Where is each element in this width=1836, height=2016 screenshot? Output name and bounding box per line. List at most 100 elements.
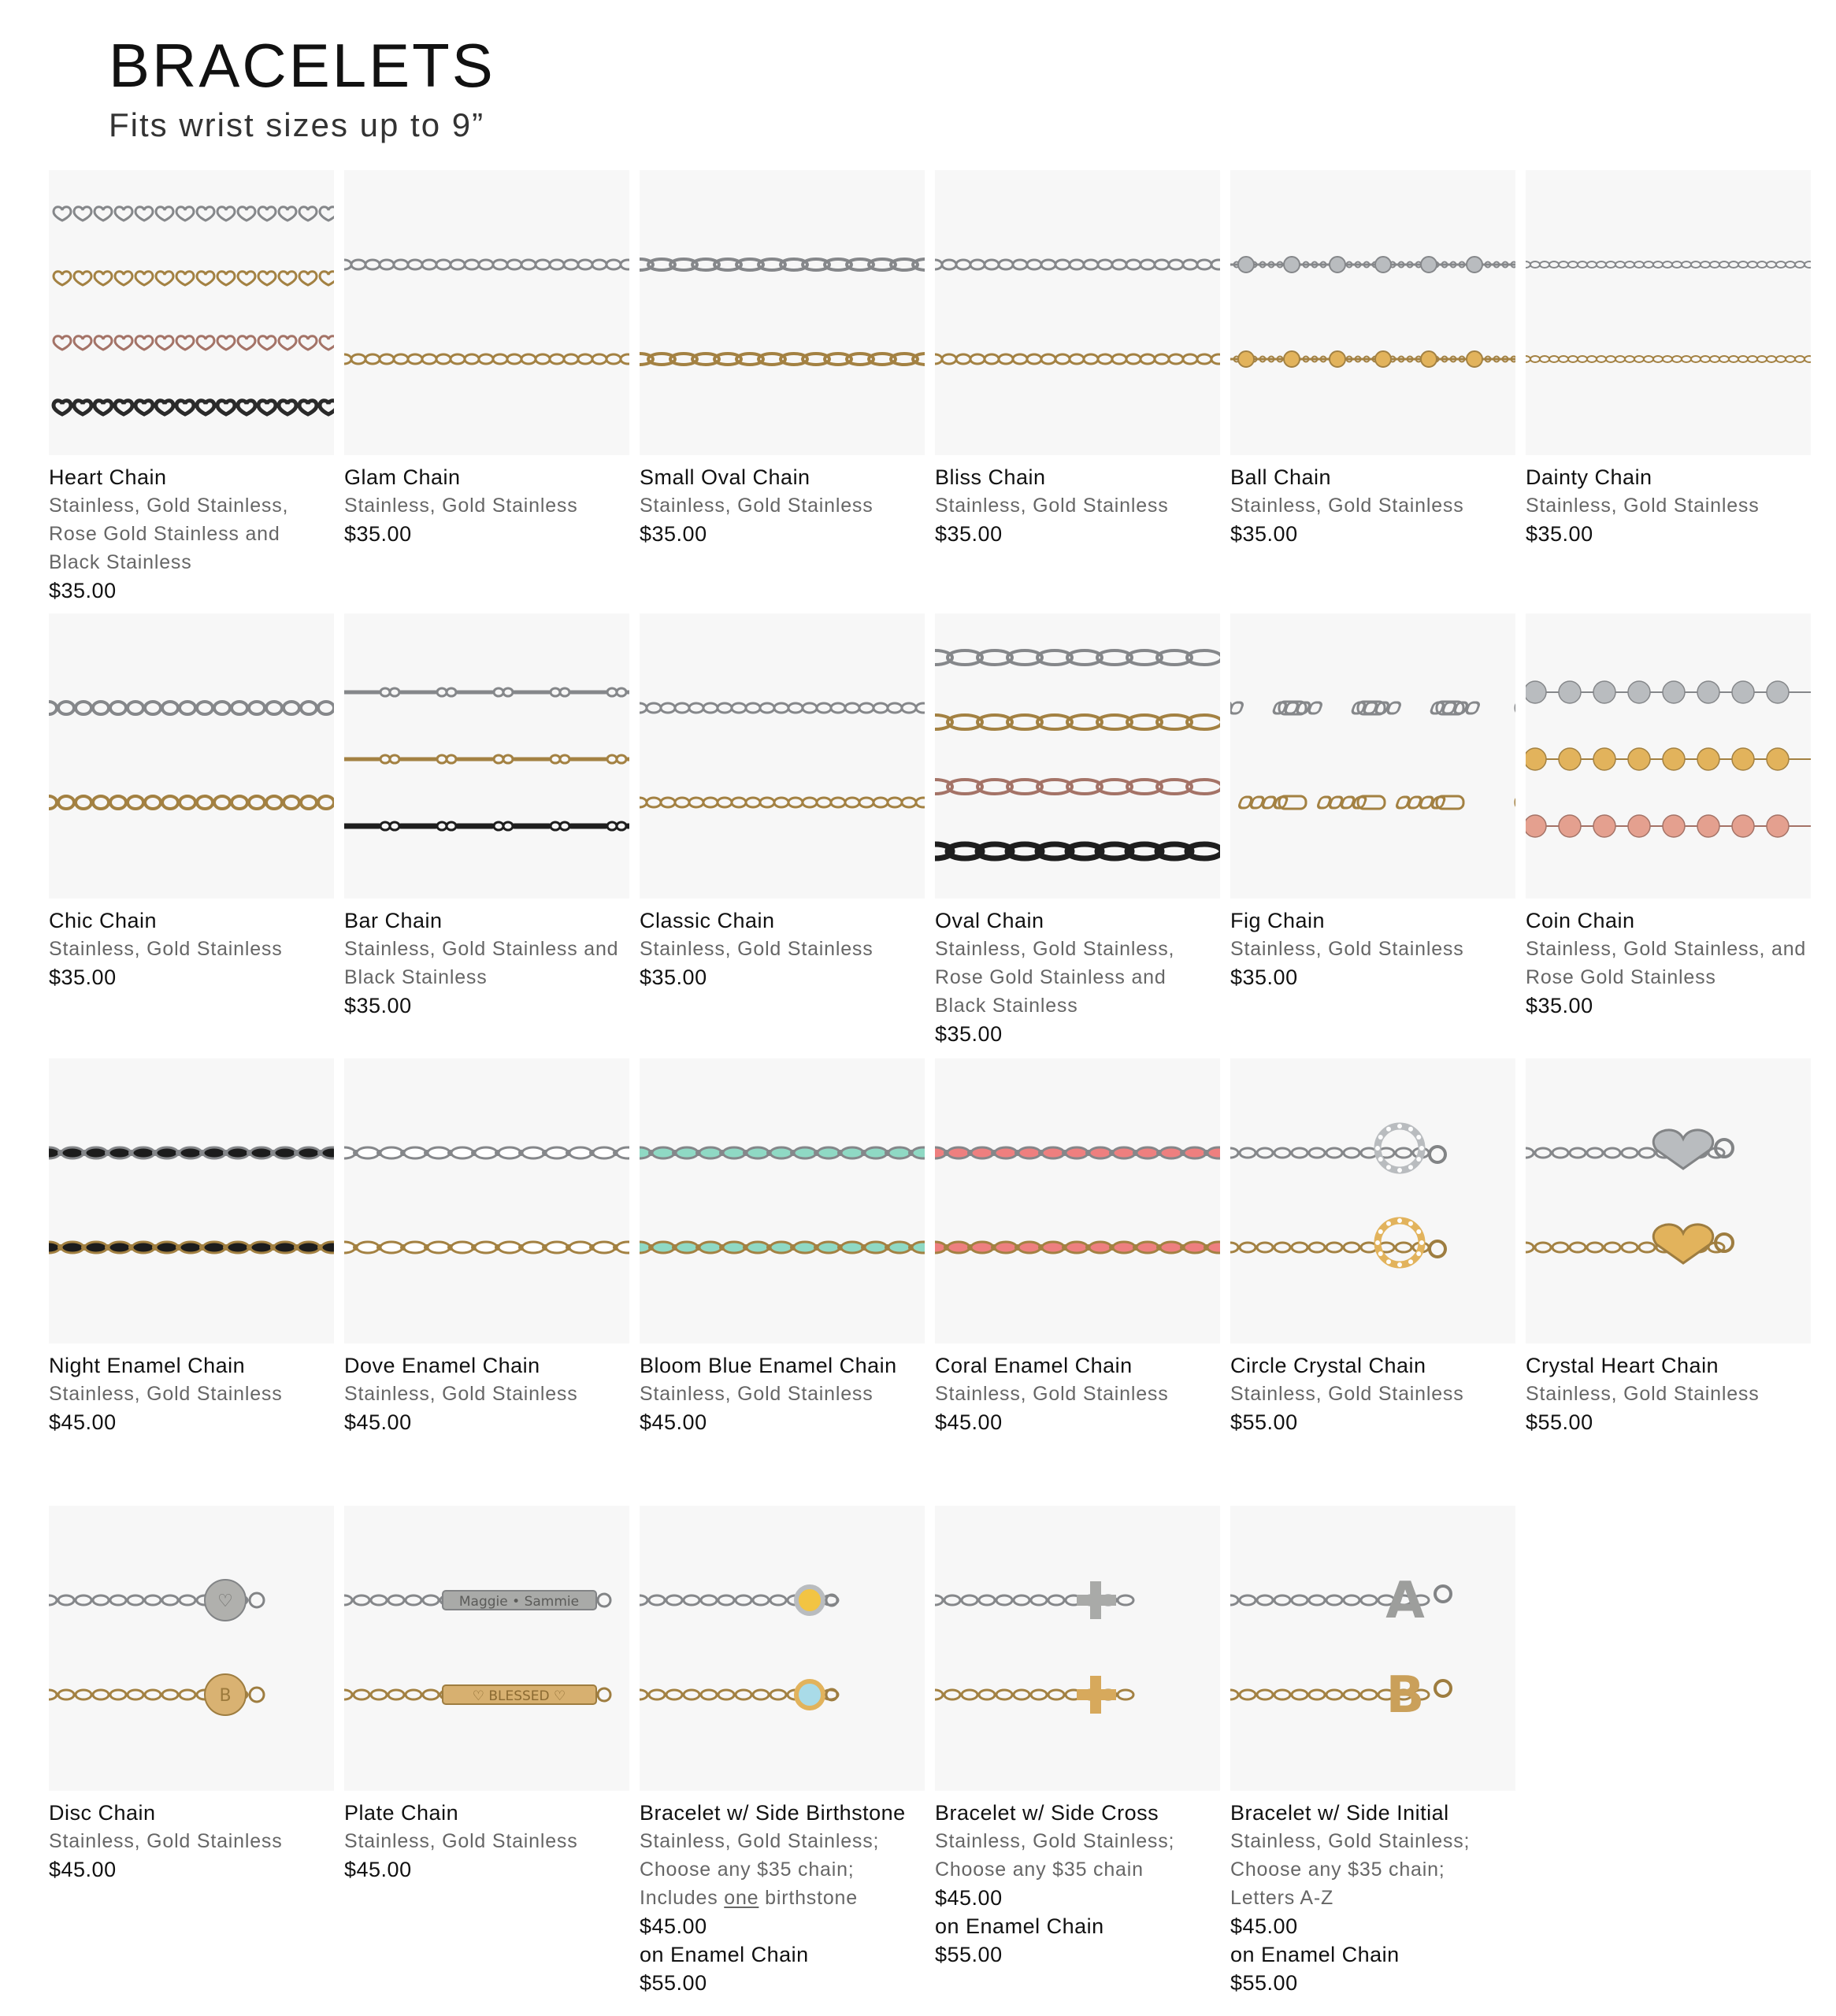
product-card[interactable]: Bracelet w/ Side Cross Stainless, Gold St… [935,1506,1220,1969]
product-image[interactable] [640,170,925,455]
product-card[interactable]: Bracelet w/ Side Birthstone Stainless, Go… [640,1506,925,1997]
product-image[interactable] [1230,170,1515,455]
product-name[interactable]: Classic Chain [640,909,775,932]
product-price: $35.00 [640,522,707,546]
product-price: $35.00 [49,965,117,989]
product-info: Bliss Chain Stainless, Gold Stainless $35.… [935,455,1220,548]
product-card[interactable]: ♡ B Disc Chain Stainless, Gold Stainless $45… [49,1506,334,1884]
product-image[interactable] [49,170,334,455]
product-name[interactable]: Dove Enamel Chain [344,1354,540,1377]
product-card[interactable]: Dove Enamel Chain Stainless, Gold Stainle… [344,1058,629,1436]
product-price: $35.00 [935,522,1003,546]
product-name[interactable]: Circle Crystal Chain [1230,1354,1426,1377]
product-name[interactable]: Bracelet w/ Side Cross [935,1801,1159,1825]
product-card[interactable]: Bliss Chain Stainless, Gold Stainless $35.… [935,170,1220,548]
product-name[interactable]: Small Oval Chain [640,465,810,489]
product-info: Bracelet w/ Side Cross Stainless, Gold St… [935,1791,1220,1969]
product-card[interactable]: Fig Chain Stainless, Gold Stainless $35.00 [1230,613,1515,991]
product-card[interactable]: A B Bracelet w/ Side Initial Stainless, Gol… [1230,1506,1515,1997]
product-variants: Stainless, Gold Stainless [344,495,578,517]
product-image[interactable] [344,613,629,899]
product-name[interactable]: Bloom Blue Enamel Chain [640,1354,897,1377]
product-price: $35.00 [935,1022,1003,1046]
svg-text:B: B [1386,1666,1425,1725]
product-card[interactable]: Glam Chain Stainless, Gold Stainless $35.0… [344,170,629,548]
product-variants: Stainless, Gold Stainless; Choose any $3… [1230,1830,1471,1909]
product-name[interactable]: Oval Chain [935,909,1044,932]
page-title: BRACELETS [109,31,495,100]
product-image[interactable] [1526,613,1811,899]
product-price: $35.00 [49,579,117,602]
product-name[interactable]: Coral Enamel Chain [935,1354,1133,1377]
product-image[interactable] [49,1058,334,1343]
product-name[interactable]: Crystal Heart Chain [1526,1354,1719,1377]
product-name[interactable]: Plate Chain [344,1801,459,1825]
product-image[interactable]: Maggie • Sammie ♡ BLESSED ♡ [344,1506,629,1791]
product-name[interactable]: Bracelet w/ Side Initial [1230,1801,1449,1825]
product-info: Plate Chain Stainless, Gold Stainless $45.… [344,1791,629,1884]
product-image[interactable] [1230,613,1515,899]
product-info: Fig Chain Stainless, Gold Stainless $35.00 [1230,899,1515,991]
product-card[interactable]: Chic Chain Stainless, Gold Stainless $35.0… [49,613,334,991]
product-card[interactable]: Classic Chain Stainless, Gold Stainless $3… [640,613,925,991]
product-image[interactable] [344,170,629,455]
product-image[interactable] [1526,170,1811,455]
product-info: Bar Chain Stainless, Gold Stainless and B… [344,899,629,1020]
product-image[interactable] [935,170,1220,455]
product-name[interactable]: Coin Chain [1526,909,1635,932]
product-variants: Stainless, Gold Stainless [1230,1383,1464,1405]
svg-text:B: B [219,1686,231,1706]
product-card[interactable]: Heart Chain Stainless, Gold Stainless, Ro… [49,170,334,605]
product-image[interactable] [1230,1058,1515,1343]
product-image[interactable] [640,1058,925,1343]
product-variants: Stainless, Gold Stainless [49,938,283,960]
product-card[interactable]: Coral Enamel Chain Stainless, Gold Stainl… [935,1058,1220,1436]
product-card[interactable]: Small Oval Chain Stainless, Gold Stainles… [640,170,925,548]
product-card[interactable]: Ball Chain Stainless, Gold Stainless $35.0… [1230,170,1515,548]
product-name[interactable]: Heart Chain [49,465,167,489]
product-image[interactable] [49,613,334,899]
product-image[interactable] [344,1058,629,1343]
product-image[interactable] [935,1506,1220,1791]
product-name[interactable]: Fig Chain [1230,909,1326,932]
product-price: $55.00 [1526,1410,1593,1434]
product-name[interactable]: Glam Chain [344,465,461,489]
product-name[interactable]: Bar Chain [344,909,443,932]
product-name[interactable]: Disc Chain [49,1801,156,1825]
product-name[interactable]: Chic Chain [49,909,158,932]
product-price: $35.00 [1230,522,1298,546]
product-card[interactable]: Dainty Chain Stainless, Gold Stainless $35… [1526,170,1811,548]
product-info: Dainty Chain Stainless, Gold Stainless $35… [1526,455,1811,548]
product-name[interactable]: Bliss Chain [935,465,1046,489]
product-image[interactable]: ♡ B [49,1506,334,1791]
product-variants: Stainless, Gold Stainless; Choose any $3… [640,1830,880,1909]
product-price: $45.00 [935,1410,1003,1434]
product-card[interactable]: Coin Chain Stainless, Gold Stainless, and… [1526,613,1811,1020]
product-card[interactable]: Maggie • Sammie ♡ BLESSED ♡ Plate Chain Sta… [344,1506,629,1884]
product-name[interactable]: Ball Chain [1230,465,1332,489]
product-image[interactable] [640,613,925,899]
enamel-option-label: on Enamel Chain [1230,1943,1400,1966]
product-variants: Stainless, Gold Stainless [935,495,1169,517]
product-card[interactable]: Circle Crystal Chain Stainless, Gold Stai… [1230,1058,1515,1436]
product-variants: Stainless, Gold Stainless, Rose Gold Sta… [49,495,289,573]
enamel-option-price: $55.00 [935,1943,1003,1966]
product-card[interactable]: Crystal Heart Chain Stainless, Gold Stain… [1526,1058,1811,1436]
product-variants: Stainless, Gold Stainless [49,1830,283,1852]
product-price: $45.00 [344,1410,412,1434]
product-info: Heart Chain Stainless, Gold Stainless, Ro… [49,455,334,605]
product-image[interactable] [935,613,1220,899]
product-image[interactable] [640,1506,925,1791]
product-name[interactable]: Dainty Chain [1526,465,1652,489]
product-info: Bracelet w/ Side Birthstone Stainless, Go… [640,1791,925,1997]
product-name[interactable]: Bracelet w/ Side Birthstone [640,1801,906,1825]
product-card[interactable]: Night Enamel Chain Stainless, Gold Stainl… [49,1058,334,1436]
product-card[interactable]: Bloom Blue Enamel Chain Stainless, Gold S… [640,1058,925,1436]
product-image[interactable] [1526,1058,1811,1343]
product-variants: Stainless, Gold Stainless [640,938,873,960]
product-card[interactable]: Oval Chain Stainless, Gold Stainless, Ros… [935,613,1220,1048]
product-card[interactable]: Bar Chain Stainless, Gold Stainless and B… [344,613,629,1020]
product-image[interactable] [935,1058,1220,1343]
product-name[interactable]: Night Enamel Chain [49,1354,246,1377]
